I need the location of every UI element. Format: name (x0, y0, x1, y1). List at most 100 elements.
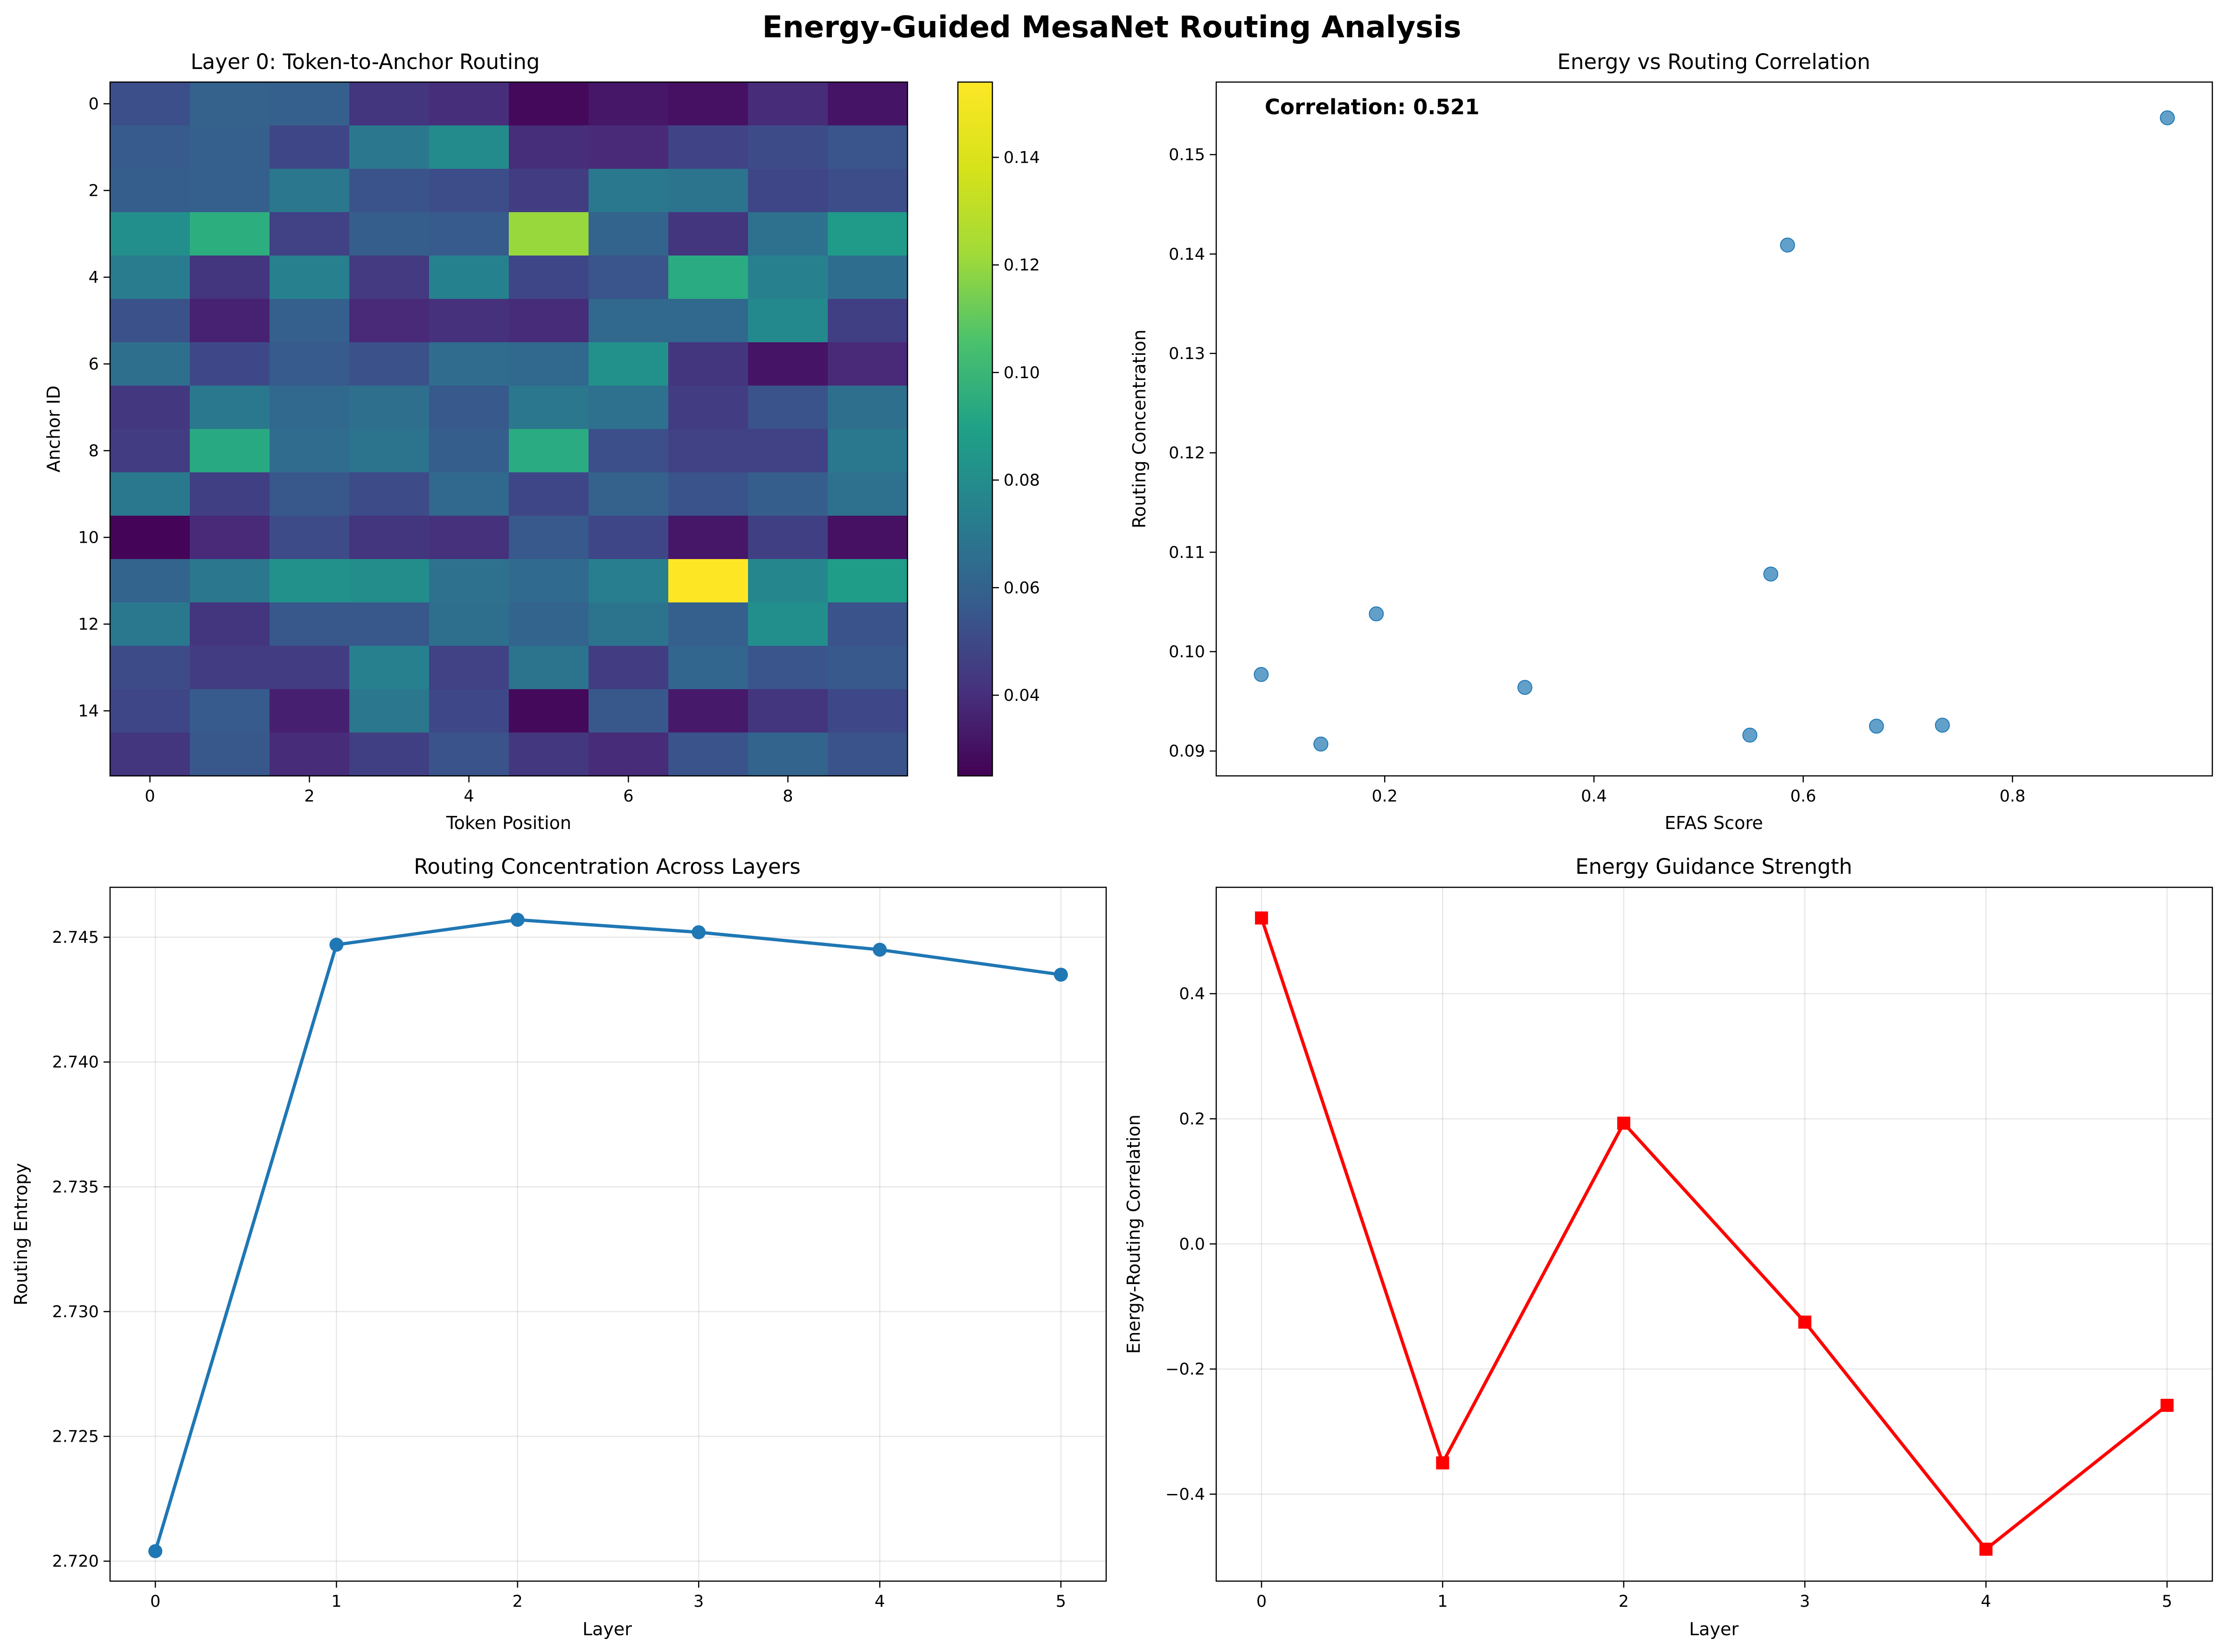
heatmap-cell (110, 169, 190, 213)
guidance-y-tick-label: 0.2 (1179, 1110, 1205, 1128)
heatmap-cell (668, 516, 748, 560)
scatter-x-tick-label: 0.4 (1581, 787, 1607, 806)
colorbar-tick-label: 0.14 (1004, 148, 1040, 167)
scatter-point (1742, 727, 1758, 743)
heatmap-cell (429, 516, 509, 560)
heatmap-cell (190, 429, 270, 473)
entropy-marker (873, 942, 887, 957)
colorbar-tick-label: 0.08 (1004, 471, 1040, 490)
heatmap-cell (270, 125, 350, 169)
heatmap-cell (828, 342, 908, 386)
heatmap-x-tick-label: 4 (464, 787, 474, 806)
entropy-x-tick-label: 5 (1056, 1592, 1066, 1611)
scatter-frame (1215, 81, 2213, 777)
entropy-line (153, 918, 1061, 1552)
heatmap-cell (349, 429, 430, 473)
colorbar-frame (957, 81, 993, 777)
heatmap-x-tick-label: 0 (145, 787, 155, 806)
heatmap-cell (589, 212, 669, 256)
heatmap-cell (349, 212, 430, 256)
heatmap-cell (828, 212, 908, 256)
heatmap-x-tick-label: 2 (304, 787, 314, 806)
heatmap-cells (110, 82, 908, 776)
scatter-y-tick-label: 0.09 (1169, 742, 1205, 761)
heatmap-cell (668, 472, 748, 516)
heatmap-cell (668, 299, 748, 343)
colorbar-tick-label: 0.06 (1004, 579, 1040, 597)
heatmap-y-tick-label: 2 (89, 182, 99, 200)
heatmap-cell (349, 169, 430, 213)
guidance-y-tick-label: 0.4 (1179, 985, 1205, 1003)
heatmap-cell (110, 472, 190, 516)
heatmap-cell (828, 559, 908, 603)
heatmap-cell (509, 212, 589, 256)
guidance-x-tick-label: 0 (1256, 1592, 1267, 1611)
heatmap-cell (190, 602, 270, 646)
colorbar-tick-label: 0.10 (1004, 364, 1040, 382)
heatmap-cell (828, 602, 908, 646)
heatmap-cell (270, 299, 350, 343)
heatmap-cell (349, 125, 430, 169)
heatmap-cell (429, 212, 509, 256)
heatmap-cell (349, 646, 430, 690)
heatmap-cell (828, 689, 908, 733)
heatmap-cell (110, 689, 190, 733)
heatmap-cell (828, 256, 908, 299)
heatmap-cell (589, 559, 669, 603)
correlation-annotation: Correlation: 0.521 (1265, 95, 1480, 119)
heatmap-cell (429, 646, 509, 690)
heatmap-cell (190, 516, 270, 560)
scatter-point (1935, 718, 1950, 733)
heatmap-cell (110, 516, 190, 560)
entropy-marker (148, 1544, 163, 1558)
heatmap-cell (828, 472, 908, 516)
heatmap-cell (748, 256, 828, 299)
scatter-point (1780, 237, 1795, 253)
guidance-marker (1436, 1456, 1449, 1470)
heatmap-cell (429, 169, 509, 213)
guidance-x-tick-label: 4 (1981, 1592, 1991, 1611)
heatmap-cell (748, 472, 828, 516)
heatmap-cell (668, 646, 748, 690)
heatmap-cell (668, 559, 748, 603)
heatmap-cell (110, 125, 190, 169)
heatmap-cell (668, 602, 748, 646)
heatmap-cell (429, 559, 509, 603)
heatmap-cell (748, 342, 828, 386)
scatter-y-tick-label: 0.11 (1169, 543, 1205, 562)
heatmap-cell (190, 82, 270, 126)
entropy-y-tick-label: 2.740 (52, 1053, 99, 1072)
scatter-y-tick-label: 0.10 (1169, 643, 1205, 662)
guidance-x-tick-label: 5 (2162, 1592, 2172, 1611)
figure-title: Energy-Guided MesaNet Routing Analysis (762, 10, 1462, 45)
heatmap-x-tick-label: 8 (783, 787, 793, 806)
guidance-marker (1255, 911, 1268, 925)
heatmap-cell (349, 342, 430, 386)
scatter-point (1869, 719, 1884, 734)
heatmap-cell (828, 429, 908, 473)
scatter-y-label: Routing Concentration (1129, 330, 1150, 529)
heatmap-cell (270, 646, 350, 690)
heatmap-cell (589, 733, 669, 776)
entropy-x-tick-label: 4 (874, 1592, 885, 1611)
heatmap-cell (429, 299, 509, 343)
heatmap-cell (589, 602, 669, 646)
heatmap-cell (748, 212, 828, 256)
heatmap-cell (349, 82, 430, 126)
scatter-x-label: EFAS Score (1664, 813, 1763, 833)
heatmap-y-tick-label: 0 (89, 95, 99, 114)
heatmap-y-tick-label: 14 (78, 702, 99, 721)
heatmap-panel: Layer 0: Token-to-Anchor Routing 0 2 4 6 8 0… (43, 49, 908, 833)
heatmap-cell (270, 559, 350, 603)
entropy-y-tick-label: 2.720 (52, 1552, 99, 1571)
scatter-points (1254, 110, 2175, 752)
heatmap-cell (668, 256, 748, 299)
entropy-y-ticks: 2.720 2.725 2.730 2.735 2.740 2.745 (52, 928, 110, 1571)
heatmap-y-tick-label: 10 (78, 529, 99, 547)
guidance-panel: Energy Guidance Strength 0 1 2 3 4 5 −0.4 −0.2… (1123, 854, 2213, 1639)
heatmap-cell (190, 689, 270, 733)
heatmap-cell (349, 559, 430, 603)
heatmap-cell (589, 256, 669, 299)
heatmap-cell (190, 386, 270, 429)
